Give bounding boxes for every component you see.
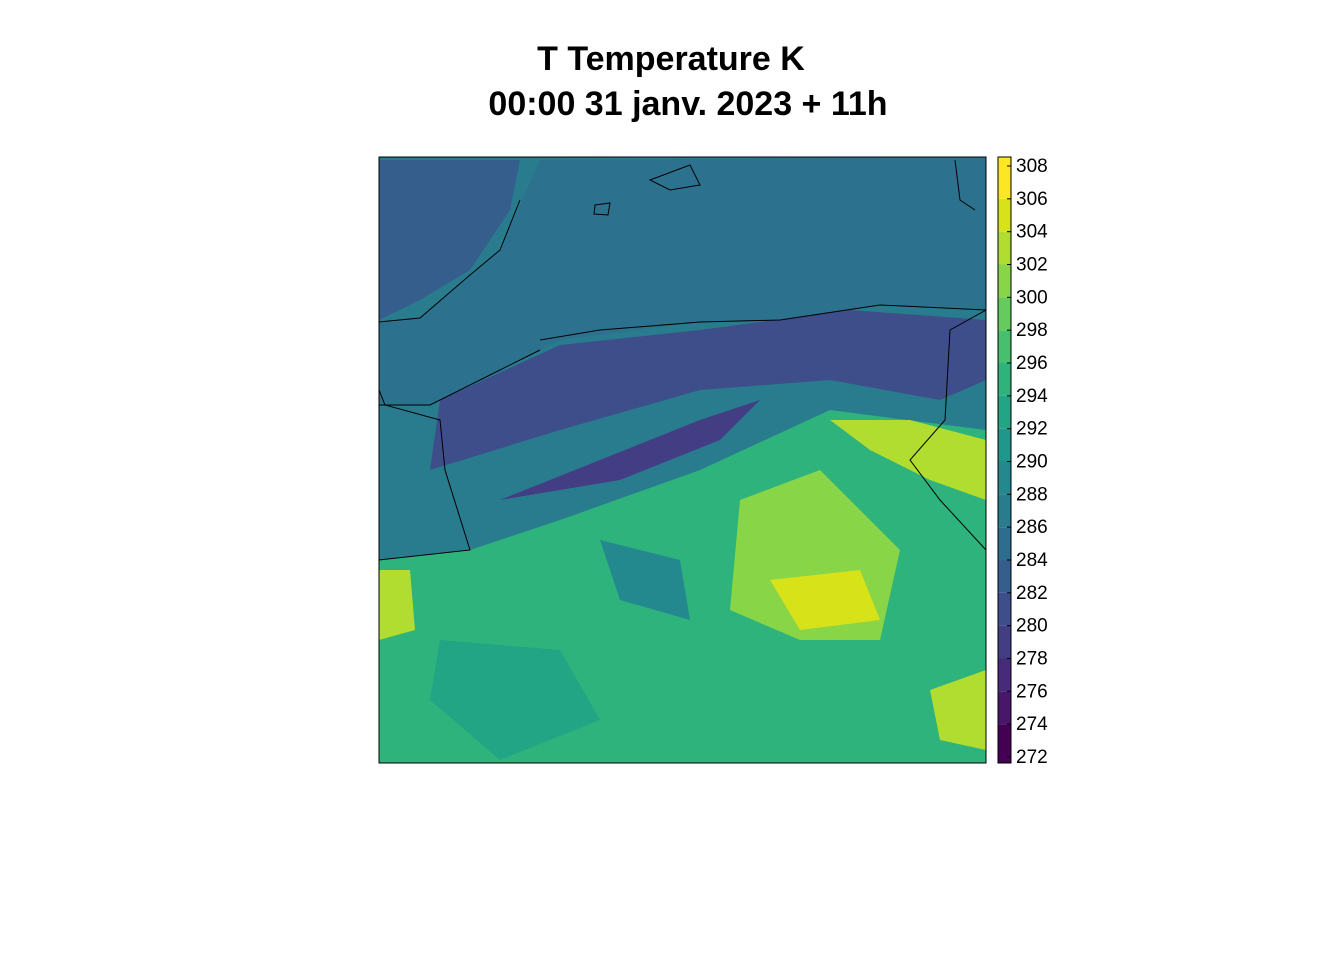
subtitle: 00:00 31 janv. 2023 + 11h bbox=[488, 85, 887, 123]
colorbar-segment bbox=[998, 560, 1011, 593]
colorbar-segment bbox=[998, 231, 1011, 265]
colorbar-tick-label: 272 bbox=[1016, 747, 1048, 768]
hot-center bbox=[770, 570, 880, 630]
colorbar-segment bbox=[998, 297, 1011, 331]
warm-east bbox=[830, 420, 986, 500]
colorbar-tick-label: 276 bbox=[1016, 681, 1048, 702]
colorbar-tick-label: 286 bbox=[1016, 517, 1048, 538]
coastlines bbox=[379, 159, 986, 561]
colorbar-frame bbox=[997, 156, 1012, 764]
colorbar-tick-label: 294 bbox=[1016, 386, 1048, 407]
colorbar-tick-label: 302 bbox=[1016, 255, 1048, 276]
atlas bbox=[500, 400, 760, 500]
colorbar-segment bbox=[998, 494, 1011, 528]
colorbar-segment bbox=[998, 724, 1011, 763]
colorbar-tick-label: 304 bbox=[1016, 222, 1048, 243]
colorbar-tick-label: 288 bbox=[1016, 484, 1048, 505]
colorbar-tick-label: 298 bbox=[1016, 320, 1048, 341]
colorbar-segment bbox=[998, 461, 1011, 495]
colorbar-segment bbox=[998, 198, 1011, 232]
colorbar-segment bbox=[998, 428, 1011, 462]
colorbar: 272 274 276 278 280 282 284 286 288 290 292 294 296 2… bbox=[997, 156, 1048, 768]
colorbar-segment bbox=[998, 592, 1011, 626]
sea bbox=[379, 157, 986, 405]
colorbar-segment bbox=[998, 363, 1011, 396]
map bbox=[379, 157, 986, 763]
colorbar-segment bbox=[998, 658, 1011, 692]
highlands bbox=[430, 310, 986, 470]
warm-west bbox=[379, 570, 415, 640]
colorbar-tick-label: 280 bbox=[1016, 616, 1048, 637]
colorbar-segment bbox=[998, 264, 1011, 298]
title: T Temperature K bbox=[537, 40, 805, 78]
colorbar-tick-label: 306 bbox=[1016, 189, 1048, 210]
colorbar-segment bbox=[998, 330, 1011, 363]
colorbar-tick-label: 308 bbox=[1016, 156, 1048, 177]
colorbar-segment bbox=[998, 157, 1011, 199]
colorbar-segment bbox=[998, 527, 1011, 560]
colorbar-tick-label: 284 bbox=[1016, 550, 1048, 571]
basin bbox=[600, 540, 690, 620]
plateau bbox=[430, 640, 600, 760]
colorbar-tick-label: 292 bbox=[1016, 419, 1048, 440]
colorbar-tick-label: 278 bbox=[1016, 649, 1048, 670]
colorbar-segment bbox=[998, 691, 1011, 725]
colorbar-tick-label: 296 bbox=[1016, 353, 1048, 374]
colorbar-segment bbox=[998, 395, 1011, 429]
colorbar-tick-label: 282 bbox=[1016, 583, 1048, 604]
colorbar-segment bbox=[998, 625, 1011, 659]
colorbar-tick-label: 300 bbox=[1016, 287, 1048, 308]
map-frame bbox=[378, 156, 987, 764]
warm-se bbox=[930, 670, 986, 750]
spain bbox=[379, 160, 520, 320]
colorbar-tick-label: 274 bbox=[1016, 714, 1048, 735]
colorbar-tick-label: 290 bbox=[1016, 452, 1048, 473]
